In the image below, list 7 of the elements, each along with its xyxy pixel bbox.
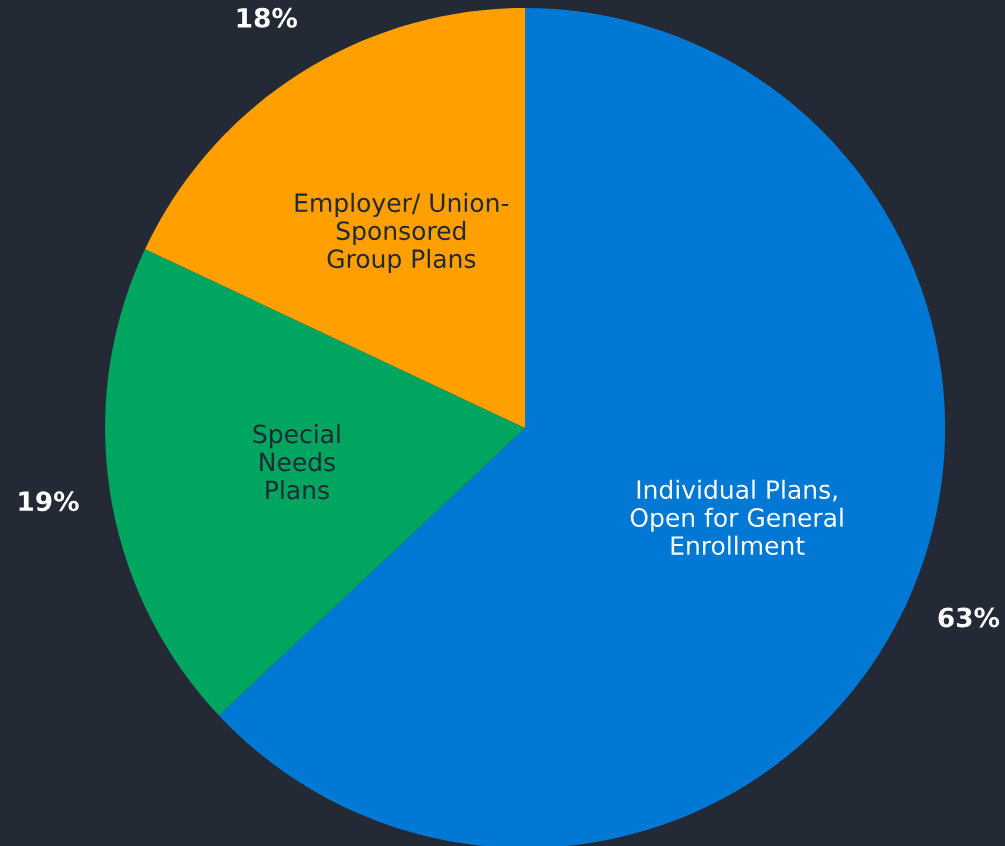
slice-label: Individual Plans, Open for General Enrollment [630,479,843,555]
slice-label: Special Needs Plans [253,424,340,500]
data-label: 18% [237,7,298,28]
slice-label: Employer/ Union- Sponsored Group Plans [295,192,509,274]
data-label: 63% [938,607,1000,628]
pie-slice [105,249,526,716]
data-label: 19% [19,491,79,512]
